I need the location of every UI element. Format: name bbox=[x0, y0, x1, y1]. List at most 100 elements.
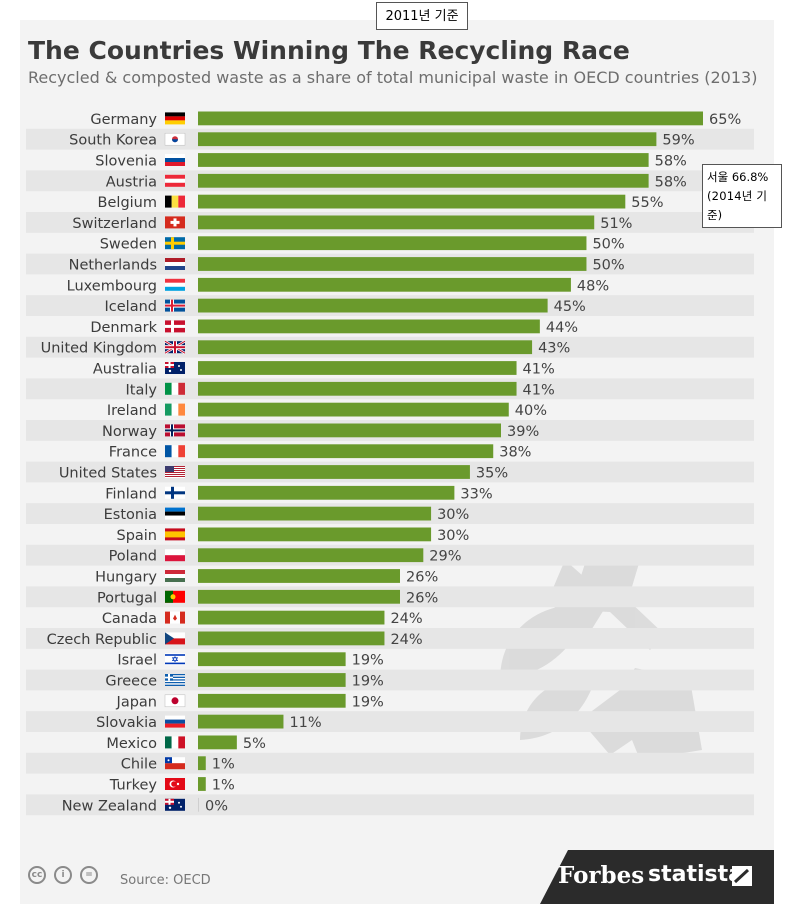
bar bbox=[198, 340, 533, 355]
value-label: 41% bbox=[523, 382, 555, 398]
bar bbox=[198, 714, 284, 729]
bar bbox=[198, 402, 509, 417]
united-kingdom-flag-icon bbox=[164, 340, 186, 355]
bar bbox=[198, 153, 649, 167]
source-note: Source: OECD bbox=[120, 873, 211, 888]
category-label: Czech Republic bbox=[47, 632, 157, 648]
chart-subtitle: Recycled & composted waste as a share of… bbox=[28, 68, 758, 87]
finland-flag-icon bbox=[165, 486, 185, 499]
category-label: Slovakia bbox=[96, 715, 157, 731]
value-label: 26% bbox=[406, 590, 438, 606]
greece-flag-icon bbox=[165, 674, 185, 686]
spain-flag-icon bbox=[165, 528, 185, 541]
category-label: Switzerland bbox=[72, 216, 157, 232]
value-label: 38% bbox=[499, 445, 531, 461]
bar bbox=[198, 423, 501, 438]
bar bbox=[198, 111, 703, 126]
japan-flag-icon bbox=[164, 694, 186, 708]
category-label: South Korea bbox=[69, 133, 157, 149]
category-label: Spain bbox=[116, 528, 157, 544]
bar bbox=[198, 652, 346, 667]
value-label: 35% bbox=[476, 466, 508, 482]
bar bbox=[198, 132, 657, 147]
value-label: 1% bbox=[212, 778, 235, 794]
israel-flag-icon bbox=[165, 653, 185, 666]
bar bbox=[198, 361, 517, 375]
bar bbox=[198, 777, 206, 791]
value-label: 58% bbox=[655, 154, 687, 170]
value-label: 39% bbox=[507, 424, 539, 440]
value-label: 19% bbox=[352, 653, 384, 669]
value-label: 1% bbox=[212, 757, 235, 773]
statista-logo[interactable]: statista bbox=[648, 862, 743, 887]
category-label: Luxembourg bbox=[67, 278, 157, 294]
bar bbox=[198, 298, 548, 313]
belgium-flag-icon bbox=[165, 195, 185, 208]
iceland-flag-icon bbox=[165, 299, 185, 312]
bar bbox=[198, 485, 455, 500]
bar bbox=[198, 444, 494, 459]
bar bbox=[198, 589, 400, 604]
side-note-line-2: (2014년 기 bbox=[707, 189, 768, 203]
bar bbox=[198, 631, 385, 646]
category-label: Germany bbox=[90, 112, 157, 128]
value-label: 33% bbox=[460, 486, 492, 502]
chart-title: The Countries Winning The Recycling Race bbox=[28, 36, 630, 65]
netherlands-flag-icon bbox=[165, 258, 185, 270]
slovenia-flag-icon bbox=[165, 154, 185, 166]
czech-republic-flag-icon bbox=[165, 632, 185, 645]
category-label: Portugal bbox=[97, 590, 157, 606]
category-label: Denmark bbox=[90, 320, 157, 336]
bar bbox=[198, 797, 199, 812]
category-label: Iceland bbox=[105, 299, 157, 315]
bar bbox=[198, 277, 571, 292]
turkey-flag-icon bbox=[165, 778, 185, 790]
category-label: Chile bbox=[121, 757, 157, 773]
value-label: 24% bbox=[390, 611, 422, 627]
category-label: Japan bbox=[116, 694, 157, 710]
category-label: Norway bbox=[102, 424, 157, 440]
estonia-flag-icon bbox=[165, 507, 185, 520]
south-korea-flag-icon bbox=[164, 132, 186, 146]
category-label: United Kingdom bbox=[41, 341, 157, 357]
creative-commons-icon[interactable]: cc bbox=[28, 866, 46, 884]
no-derivatives-icon[interactable]: = bbox=[80, 866, 98, 884]
category-label: France bbox=[109, 445, 157, 461]
luxembourg-flag-icon bbox=[165, 278, 185, 291]
bar bbox=[198, 506, 432, 521]
bar bbox=[198, 693, 346, 708]
value-label: 24% bbox=[390, 632, 422, 648]
value-label: 55% bbox=[631, 195, 663, 211]
row-stripe bbox=[26, 752, 754, 774]
category-label: Sweden bbox=[100, 237, 157, 253]
category-label: Netherlands bbox=[69, 258, 157, 274]
bar bbox=[198, 756, 206, 771]
annotation-top-note: 2011년 기준 bbox=[376, 2, 468, 30]
forbes-logo[interactable]: Forbes bbox=[558, 862, 645, 889]
category-label: Slovenia bbox=[95, 154, 157, 170]
germany-flag-icon bbox=[165, 112, 185, 125]
bar bbox=[198, 194, 626, 209]
value-label: 50% bbox=[592, 258, 624, 274]
bar bbox=[198, 215, 595, 230]
chile-flag-icon bbox=[165, 757, 185, 770]
mexico-flag-icon bbox=[165, 736, 185, 749]
footer-brand-panel bbox=[540, 850, 774, 904]
category-label: Ireland bbox=[107, 403, 157, 419]
attribution-icon[interactable]: i bbox=[54, 866, 72, 884]
bar bbox=[198, 319, 540, 334]
portugal-flag-icon bbox=[165, 590, 185, 603]
canada-flag-icon bbox=[165, 611, 185, 624]
austria-flag-icon bbox=[165, 174, 185, 187]
category-label: Hungary bbox=[95, 570, 157, 586]
category-label: Turkey bbox=[109, 778, 158, 794]
value-label: 30% bbox=[437, 507, 469, 523]
australia-flag-icon bbox=[165, 362, 185, 374]
category-label: Belgium bbox=[98, 195, 157, 211]
category-label: Italy bbox=[126, 382, 158, 398]
category-label: Canada bbox=[102, 611, 157, 627]
value-label: 58% bbox=[655, 174, 687, 190]
category-label: Finland bbox=[105, 486, 157, 502]
value-label: 5% bbox=[243, 736, 266, 752]
hungary-flag-icon bbox=[165, 570, 185, 582]
